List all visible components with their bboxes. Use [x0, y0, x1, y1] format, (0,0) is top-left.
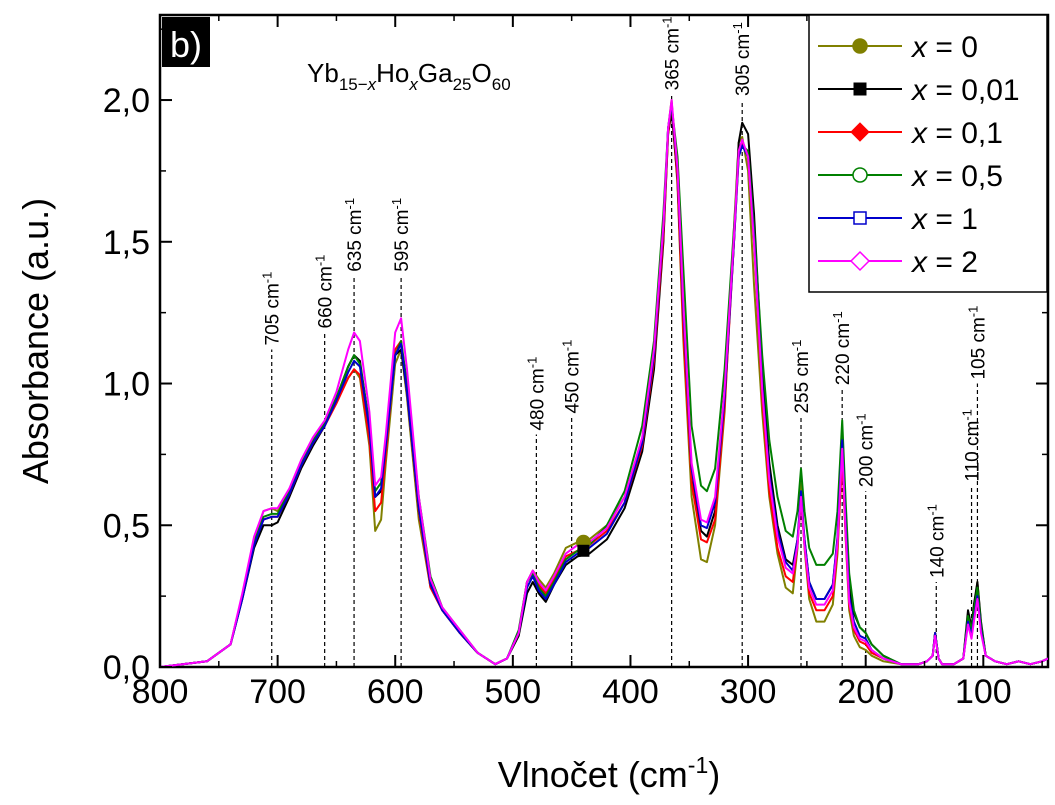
legend-label-2: x = 0,1 — [910, 117, 1003, 150]
legend-label-0: x = 0 — [910, 31, 978, 64]
peak-label-365: 365 cm-1 — [660, 16, 684, 90]
x-tick-label-300: 300 — [720, 673, 777, 711]
peak-label-480: 480 cm-1 — [524, 357, 548, 431]
legend-marker-1 — [853, 82, 867, 96]
peak-label-105: 105 cm-1 — [965, 306, 989, 380]
y-tick-label-1: 0,5 — [103, 507, 150, 545]
x-axis: 800 700 600 500 400 300 200 100 — [132, 15, 1043, 711]
legend-label-3: x = 0,5 — [910, 160, 1003, 193]
legend-label-1: x = 0,01 — [910, 74, 1020, 107]
peak-label-140: 140 cm-1 — [924, 504, 948, 578]
peak-label-255: 255 cm-1 — [789, 340, 813, 414]
y-tick-label-2: 1,0 — [103, 366, 150, 404]
x-tick-label-600: 600 — [367, 673, 424, 711]
panel-label: b) — [170, 24, 202, 65]
x-tick-label-100: 100 — [955, 673, 1012, 711]
sample-formula: Yb15−xHoxGa25O60 — [307, 58, 511, 94]
legend-marker-0 — [852, 38, 868, 54]
peak-label-635: 635 cm-1 — [342, 198, 366, 272]
legend-marker-5 — [849, 250, 871, 272]
x-tick-label-200: 200 — [837, 673, 894, 711]
plot-frame — [158, 13, 1050, 669]
legend-label-4: x = 1 — [910, 203, 978, 236]
series-layer — [160, 99, 1048, 667]
y-tick-label-4: 2,0 — [103, 82, 150, 120]
peak-label-220: 220 cm-1 — [830, 311, 854, 385]
series-marker-1 — [577, 544, 590, 557]
panel-label-box — [162, 17, 210, 67]
legend-box — [808, 14, 1048, 293]
x-tick-label-400: 400 — [602, 673, 659, 711]
peak-label-595: 595 cm-1 — [389, 198, 413, 272]
y-tick-label-0: 0,0 — [103, 649, 150, 687]
peak-label-200: 200 cm-1 — [854, 413, 878, 487]
legend-marker-4 — [853, 211, 867, 225]
legend: x = 0 x = 0,01 x = 0,1 x = 0,5 x = 1 x = 2 — [808, 14, 1048, 293]
x-tick-label-500: 500 — [484, 673, 541, 711]
peak-label-305: 305 cm-1 — [730, 22, 754, 96]
peak-label-705: 705 cm-1 — [260, 272, 284, 346]
peak-label-660: 660 cm-1 — [313, 255, 337, 329]
x-tick-label-700: 700 — [249, 673, 306, 711]
legend-label-5: x = 2 — [910, 246, 978, 279]
y-axis-title: Absorbance (a.u.) — [15, 198, 56, 484]
legend-marker-3 — [852, 167, 868, 183]
x-axis-title: Vlnočet (cm-1) — [498, 752, 721, 795]
legend-marker-2 — [850, 122, 870, 142]
y-tick-label-3: 1,5 — [103, 224, 150, 262]
peak-label-110: 110 cm-1 — [960, 409, 984, 481]
series-line-5 — [160, 99, 1048, 667]
peak-label-450: 450 cm-1 — [560, 340, 584, 414]
x-tick-label-800: 800 — [132, 673, 189, 711]
